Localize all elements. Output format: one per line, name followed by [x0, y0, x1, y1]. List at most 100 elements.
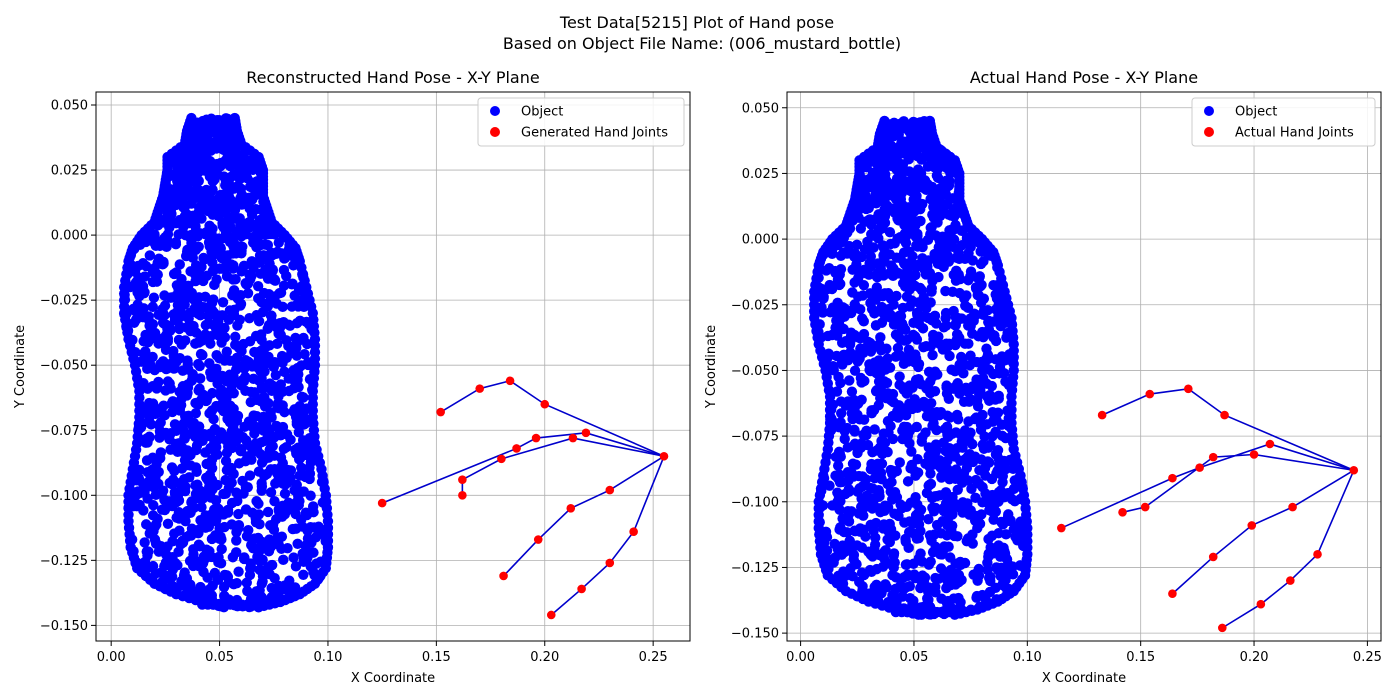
object-point: [825, 307, 836, 318]
object-point: [852, 486, 863, 497]
object-point: [216, 543, 227, 555]
object-point: [159, 572, 171, 583]
finger-bone-line: [1221, 469, 1355, 629]
hand-joint-point: [1208, 552, 1218, 562]
x-tick-label: 0.10: [313, 650, 342, 665]
object-point: [835, 522, 846, 533]
object-point: [212, 242, 223, 253]
object-point: [872, 361, 883, 372]
hand-joint-point: [1097, 410, 1107, 420]
object-point: [873, 376, 885, 387]
object-point: [212, 479, 223, 491]
object-point: [194, 541, 206, 552]
object-point: [218, 581, 230, 593]
object-point: [889, 557, 900, 568]
object-point: [209, 423, 221, 435]
object-point: [254, 556, 266, 567]
object-point: [912, 150, 923, 162]
object-point: [246, 454, 257, 465]
object-point: [219, 322, 230, 334]
object-point: [239, 421, 250, 433]
object-point: [269, 572, 280, 584]
hand-joint-point: [1349, 465, 1359, 475]
object-point: [864, 564, 876, 576]
object-point: [978, 443, 990, 454]
object-point: [236, 245, 247, 257]
object-point: [883, 304, 894, 315]
x-tick-label: 0.05: [205, 650, 234, 665]
object-point: [243, 164, 254, 176]
object-point: [185, 191, 196, 202]
object-point: [925, 468, 936, 479]
object-point: [165, 444, 176, 455]
object-point: [964, 436, 975, 447]
object-point: [298, 569, 309, 580]
object-point: [167, 396, 179, 407]
object-point: [879, 546, 890, 557]
hand-joint-point: [568, 433, 578, 443]
object-point: [291, 479, 302, 491]
object-point: [202, 137, 214, 149]
object-point: [938, 322, 950, 333]
suptitle-line-2: Based on Object File Name: (006_mustard_…: [503, 34, 901, 54]
object-point: [891, 252, 902, 263]
object-point: [248, 262, 259, 274]
hand-joint-point: [566, 504, 576, 513]
object-point: [272, 400, 283, 412]
object-point: [139, 271, 150, 282]
hand-joint-point: [377, 498, 387, 508]
object-point: [258, 250, 269, 261]
object-point: [905, 256, 917, 268]
object-point: [929, 529, 940, 540]
object-point: [204, 408, 215, 419]
object-point: [193, 202, 205, 213]
hand-joint-point: [1288, 502, 1297, 512]
object-point: [981, 343, 992, 354]
object-point: [297, 521, 308, 532]
object-point: [928, 506, 940, 517]
y-tick-label: −0.150: [40, 619, 88, 634]
x-tick-label: 0.10: [1013, 650, 1042, 665]
object-point: [838, 349, 850, 360]
object-point: [882, 353, 893, 364]
object-point: [824, 280, 835, 292]
hand-joint-point: [458, 475, 467, 484]
hand-joint-point: [1247, 521, 1257, 530]
object-point: [839, 433, 850, 445]
object-point: [211, 311, 222, 322]
object-point: [965, 350, 976, 361]
object-point: [910, 228, 921, 240]
object-point: [905, 133, 916, 145]
object-point: [835, 451, 846, 462]
object-point: [253, 316, 265, 327]
object-point: [830, 470, 841, 481]
object-point: [149, 521, 160, 533]
object-point: [170, 218, 182, 229]
object-point: [296, 462, 307, 473]
object-point: [263, 398, 274, 409]
object-point: [230, 274, 241, 285]
object-point: [989, 411, 1000, 423]
object-point: [958, 291, 970, 302]
object-point: [164, 477, 175, 489]
object-point: [902, 178, 914, 189]
object-point: [278, 554, 289, 566]
object-point: [207, 257, 218, 268]
object-point: [865, 297, 876, 309]
object-point: [915, 582, 926, 594]
object-point: [995, 485, 1006, 496]
object-point: [985, 542, 996, 553]
object-point: [194, 383, 205, 394]
object-point: [216, 508, 227, 520]
object-point: [951, 409, 963, 421]
object-point: [256, 381, 268, 392]
y-tick-label: 0.050: [742, 101, 779, 116]
object-point: [287, 523, 299, 535]
object-point: [906, 446, 917, 457]
object-point: [292, 418, 303, 429]
object-point: [950, 311, 961, 323]
object-point: [244, 218, 256, 229]
object-point: [244, 470, 256, 481]
object-point: [140, 329, 151, 341]
object-point: [893, 129, 904, 140]
